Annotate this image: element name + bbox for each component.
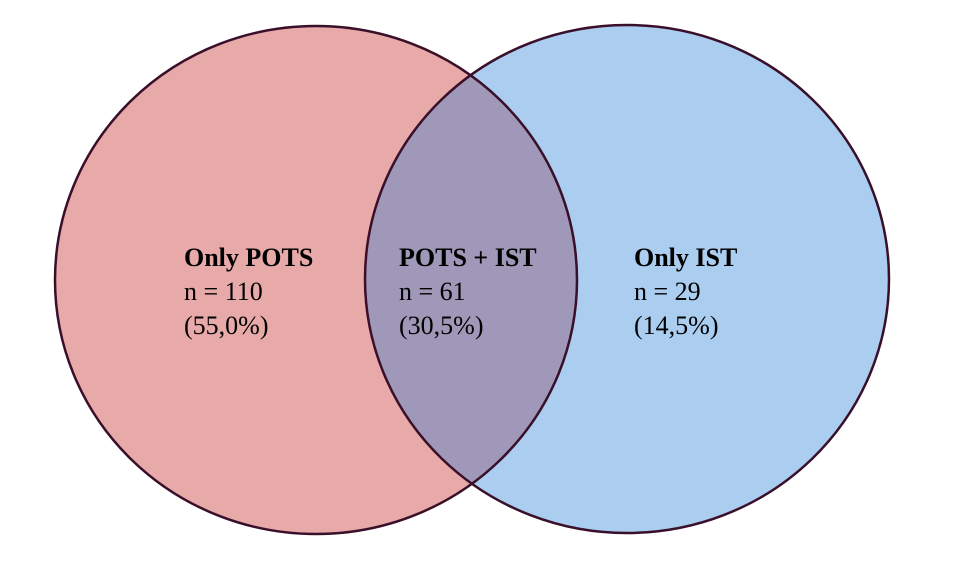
region-count: n = 110 xyxy=(184,277,263,306)
right-outline xyxy=(363,23,891,535)
region-count: n = 29 xyxy=(634,277,701,306)
region-count: n = 61 xyxy=(399,277,466,306)
region-title: Only IST xyxy=(634,243,737,272)
region-title: Only POTS xyxy=(184,243,313,272)
overlap xyxy=(365,26,577,533)
left-outline xyxy=(53,24,579,536)
region-percent: (30,5%) xyxy=(399,311,483,340)
region-percent: (14,5%) xyxy=(634,311,718,340)
region-title: POTS + IST xyxy=(399,243,537,272)
region-percent: (55,0%) xyxy=(184,311,268,340)
